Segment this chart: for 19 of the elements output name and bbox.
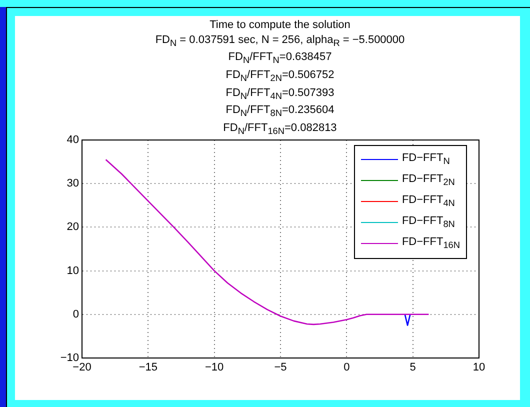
- y-tick-label: 30: [66, 178, 79, 190]
- y-tick-label: −10: [60, 352, 79, 364]
- chart-title: Time to compute the solution FD$_{N}$ = 0.037591 sec, N = 256, alpha$_{R}$ = −5.500000 FD$_{N}$/FFT$_{N}$=0.638457 FD$_{N}$/FFT$_{2N}$=0.506752 FD$_{N}$/FFT$_{4N}$=0.507393 FD$_{N}$/FFT$_{8N}$=0.235604 FD$_{N}$/FFT$_{16N}$=0.082813: [155, 19, 405, 136]
- legend-label: FD−FFT$_{N}$: [402, 152, 450, 167]
- x-tick-label: −10: [204, 362, 224, 374]
- y-tick-label: 40: [66, 134, 79, 146]
- x-tick-label: 0: [344, 362, 350, 374]
- x-tick-label: −15: [138, 362, 158, 374]
- x-tick-label: −20: [72, 362, 92, 374]
- y-tick-label: 20: [66, 221, 79, 234]
- legend-label: FD−FFT$_{8N}$: [402, 215, 455, 230]
- legend-label: FD−FFT$_{16N}$: [402, 236, 460, 251]
- y-tick-label: 10: [66, 264, 79, 277]
- y-tick-label: 0: [72, 308, 79, 320]
- x-tick-label: 5: [410, 362, 416, 374]
- x-tick-label: −5: [274, 362, 287, 374]
- x-tick-label: 10: [472, 362, 486, 374]
- legend-label: FD−FFT$_{4N}$: [402, 194, 455, 209]
- legend-label: FD−FFT$_{2N}$: [402, 173, 455, 188]
